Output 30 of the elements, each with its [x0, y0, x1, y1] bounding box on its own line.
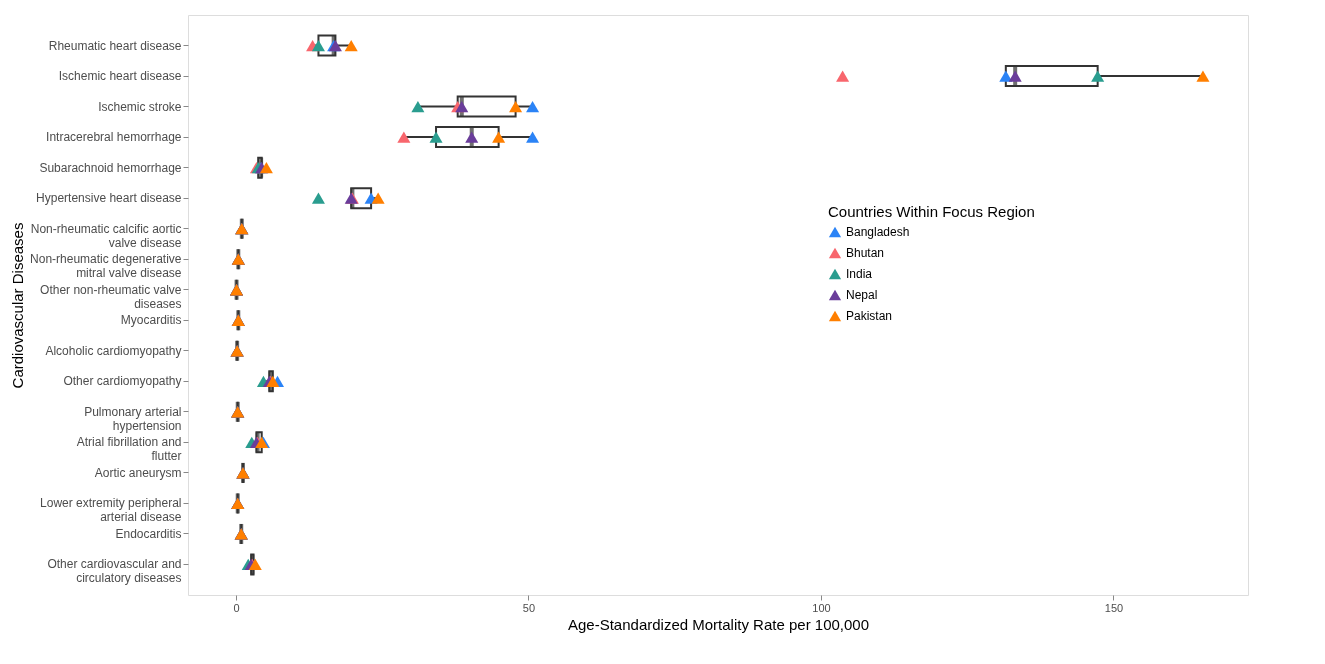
- y-tick-label: Ischemic heart disease: [58, 69, 182, 84]
- y-tick-label: Rheumatic heart disease: [48, 38, 182, 53]
- y-tick-label: Alcoholic cardiomyopathy: [45, 343, 182, 358]
- y-tick-label: Intracerebral hemorrhage: [46, 130, 182, 145]
- x-tick-label: 0: [233, 601, 240, 614]
- y-tick-label: Other cardiomyopathy: [63, 374, 182, 389]
- y-tick-label: Non-rheumatic degenerative mitral valve disease: [30, 252, 182, 281]
- legend-label: Bangladesh: [846, 225, 910, 239]
- y-tick-label: Non-rheumatic calcific aortic valve disease: [30, 221, 182, 250]
- x-tick-label: 100: [812, 601, 831, 614]
- y-tick-label: Atrial fibrillation and flutter: [76, 435, 182, 464]
- legend-label: Nepal: [846, 288, 878, 302]
- y-tick-label: Hypertensive heart disease: [36, 191, 182, 206]
- legend-title: Countries Within Focus Region: [828, 203, 1035, 220]
- y-tick-label: Aortic aneurysm: [94, 465, 182, 480]
- legend-label: Pakistan: [846, 309, 893, 323]
- legend-label: India: [846, 267, 873, 281]
- x-tick-label: 50: [522, 601, 536, 614]
- y-tick-label: Endocarditis: [115, 526, 182, 541]
- y-tick-label: Other non-rheumatic valve diseases: [40, 282, 182, 311]
- y-tick-label: Pulmonary arterial hypertension: [84, 404, 182, 433]
- y-tick-label: Lower extremity peripheral arterial disease: [40, 496, 182, 525]
- x-tick-label: 150: [1104, 601, 1124, 614]
- y-axis-title: Cardiovascular Diseases: [9, 222, 27, 389]
- y-tick-label: Myocarditis: [120, 313, 182, 328]
- y-tick-label: Other cardiovascular and circulatory diseases: [47, 557, 182, 586]
- legend-label: Bhutan: [846, 246, 885, 260]
- y-tick-label: Subarachnoid hemorrhage: [39, 160, 182, 175]
- y-tick-label: Ischemic stroke: [98, 99, 182, 114]
- x-axis-title: Age-Standardized Mortality Rate per 100,000: [567, 615, 870, 633]
